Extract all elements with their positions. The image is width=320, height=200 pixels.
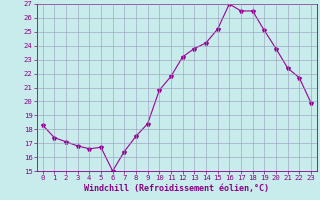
X-axis label: Windchill (Refroidissement éolien,°C): Windchill (Refroidissement éolien,°C) [84,184,269,193]
